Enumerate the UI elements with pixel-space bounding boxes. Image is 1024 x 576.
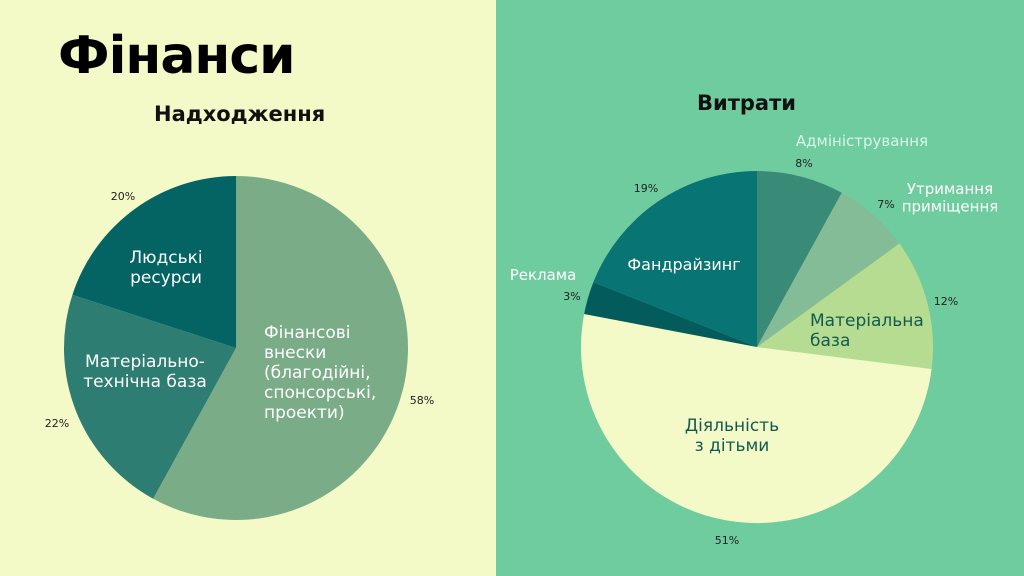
pie2-pct-label-4: 51% xyxy=(715,534,739,547)
pie2-pct-label-6: 19% xyxy=(634,182,658,195)
pie2-slice-label-1: Адміністрування xyxy=(796,132,928,150)
pie1-slice-2 xyxy=(64,294,237,499)
pie2-slice-2 xyxy=(757,192,900,347)
page-title: Фінанси xyxy=(58,26,296,86)
pie2-slice-label-6: Фандрайзинг xyxy=(627,255,740,274)
expenses-chart-title: Витрати xyxy=(697,91,796,115)
pie2-slice-label-3: Матеріальна база xyxy=(810,311,924,351)
pie1-pct-label-2: 22% xyxy=(45,417,69,430)
pie2-slice-5 xyxy=(584,282,757,347)
pie1-slice-label-3: Людські ресурси xyxy=(129,248,202,288)
pie2-pct-label-1: 8% xyxy=(795,157,812,170)
pie1-pct-label-1: 58% xyxy=(410,394,434,407)
pie2-slice-label-4: Діяльність з дітьми xyxy=(685,416,779,456)
pie1-slice-label-1: Фінансові внески (благодійні, спонсорські, п… xyxy=(264,323,376,423)
pie2-slice-4 xyxy=(580,314,932,524)
pie1-pct-label-3: 20% xyxy=(111,190,135,203)
pie1-slice-3 xyxy=(72,176,236,348)
pie2-slice-label-2: Утримання приміщення xyxy=(902,180,999,216)
pie2-pct-label-5: 3% xyxy=(563,290,580,303)
pie1-slice-label-2: Матеріально-технічна база xyxy=(83,352,207,392)
pie2-slice-label-5: Реклама xyxy=(510,266,577,284)
pie1-slice-1 xyxy=(153,176,409,520)
pie2-slice-6 xyxy=(593,171,757,347)
pie2-pct-label-2: 7% xyxy=(877,198,894,211)
pie2-slice-3 xyxy=(757,243,933,370)
income-chart-title: Надходження xyxy=(154,102,326,126)
pie2-pct-label-3: 12% xyxy=(934,295,958,308)
pie2-slice-1 xyxy=(757,171,842,347)
